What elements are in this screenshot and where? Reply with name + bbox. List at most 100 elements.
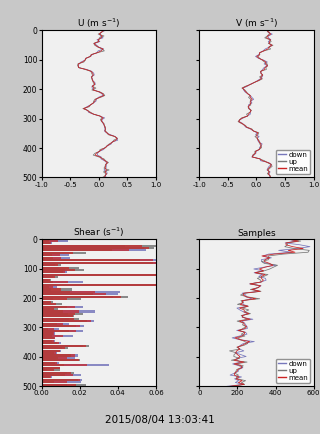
- Bar: [42, 262, 165, 264]
- Bar: [42, 379, 82, 381]
- Bar: [42, 296, 129, 298]
- Bar: [42, 283, 165, 286]
- Bar: [42, 320, 87, 322]
- Bar: [42, 286, 53, 288]
- Bar: [42, 369, 47, 371]
- Bar: [42, 247, 154, 249]
- Bar: [42, 271, 63, 273]
- Bar: [42, 291, 120, 293]
- Bar: [42, 367, 60, 369]
- Legend: down, up, mean: down, up, mean: [276, 150, 310, 174]
- Bar: [42, 340, 52, 342]
- Bar: [42, 340, 55, 342]
- Bar: [42, 372, 74, 374]
- Bar: [42, 381, 81, 383]
- Bar: [42, 269, 65, 271]
- Bar: [42, 279, 48, 281]
- Bar: [42, 362, 59, 364]
- Bar: [42, 262, 153, 264]
- Bar: [42, 337, 55, 339]
- Bar: [42, 359, 80, 362]
- Bar: [42, 332, 54, 335]
- Bar: [42, 303, 62, 305]
- Bar: [42, 242, 52, 244]
- Bar: [42, 313, 68, 315]
- Bar: [42, 301, 50, 303]
- Bar: [42, 330, 69, 332]
- Bar: [42, 364, 64, 366]
- Bar: [42, 308, 50, 310]
- Bar: [42, 269, 84, 271]
- Bar: [42, 347, 68, 349]
- Bar: [42, 352, 54, 354]
- Bar: [42, 342, 59, 344]
- Bar: [42, 310, 79, 312]
- Bar: [42, 274, 165, 276]
- Bar: [42, 264, 58, 266]
- Bar: [42, 364, 87, 366]
- Bar: [42, 240, 58, 242]
- Bar: [42, 286, 49, 288]
- Bar: [42, 306, 67, 308]
- Bar: [42, 345, 83, 347]
- Bar: [42, 318, 74, 320]
- Bar: [42, 369, 54, 371]
- Bar: [42, 274, 165, 276]
- Bar: [42, 318, 79, 320]
- Bar: [42, 259, 165, 261]
- Bar: [42, 384, 86, 386]
- Bar: [42, 374, 65, 376]
- Bar: [42, 301, 52, 303]
- Bar: [42, 266, 59, 269]
- Bar: [42, 242, 50, 244]
- Bar: [42, 293, 118, 296]
- Bar: [42, 244, 142, 247]
- Bar: [42, 276, 53, 278]
- Bar: [42, 381, 54, 383]
- Bar: [42, 244, 159, 247]
- Bar: [42, 271, 67, 273]
- Bar: [42, 376, 52, 378]
- Bar: [42, 250, 129, 251]
- Bar: [42, 367, 60, 369]
- Bar: [42, 379, 80, 381]
- Bar: [42, 384, 76, 386]
- Bar: [42, 355, 78, 356]
- Bar: [42, 384, 67, 386]
- Title: Samples: Samples: [237, 230, 276, 238]
- Text: 2015/08/04 13:03:41: 2015/08/04 13:03:41: [105, 415, 215, 425]
- Bar: [42, 369, 60, 371]
- Bar: [42, 257, 70, 259]
- Bar: [42, 291, 70, 293]
- Bar: [42, 303, 56, 305]
- Title: V (m s$^{-1}$): V (m s$^{-1}$): [235, 17, 278, 30]
- Bar: [42, 347, 62, 349]
- Bar: [42, 250, 146, 251]
- Bar: [42, 276, 55, 278]
- Bar: [42, 330, 76, 332]
- Bar: [42, 381, 68, 383]
- Bar: [42, 266, 69, 269]
- Bar: [42, 323, 63, 325]
- Bar: [42, 337, 55, 339]
- Bar: [42, 374, 81, 376]
- Bar: [42, 328, 60, 330]
- Bar: [42, 254, 69, 256]
- Bar: [42, 310, 63, 312]
- Bar: [42, 357, 67, 359]
- Bar: [42, 281, 53, 283]
- Bar: [42, 349, 61, 352]
- Bar: [42, 283, 165, 286]
- Bar: [42, 247, 149, 249]
- Bar: [42, 332, 55, 335]
- Title: Shear (s$^{-1}$): Shear (s$^{-1}$): [73, 226, 124, 239]
- Bar: [42, 325, 80, 327]
- Bar: [42, 308, 54, 310]
- Bar: [42, 313, 83, 315]
- Bar: [42, 298, 53, 300]
- Title: U (m s$^{-1}$): U (m s$^{-1}$): [77, 17, 121, 30]
- Bar: [42, 298, 81, 300]
- Bar: [42, 355, 71, 356]
- Bar: [42, 264, 55, 266]
- Bar: [42, 335, 63, 337]
